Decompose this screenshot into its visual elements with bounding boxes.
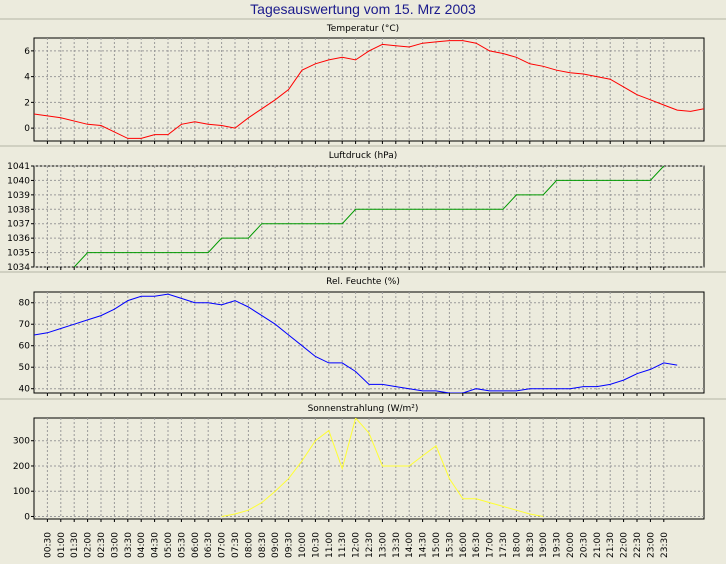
y-tick-label: 200: [13, 462, 30, 472]
x-tick-label: 22:30: [633, 532, 643, 558]
x-axis-labels: 00:30 01:00 01:30 02:00 02:30 03:00 03:30 04:00…: [43, 532, 669, 558]
x-tick-label: 20:00: [566, 532, 576, 558]
y-tick-label: 1038: [7, 205, 30, 215]
y-tick-label: 4: [24, 73, 30, 83]
x-tick-label: 06:00: [191, 532, 201, 558]
y-tick-label: 0: [24, 512, 30, 522]
y-tick-label: 2: [24, 98, 30, 108]
series-line: [34, 40, 704, 139]
x-tick-label: 14:30: [419, 532, 429, 558]
x-tick-label: 01:00: [57, 532, 67, 558]
y-tick-label: 1034: [7, 263, 30, 273]
y-tick-label: 80: [19, 299, 31, 309]
y-tick-label: 1040: [7, 176, 30, 186]
x-tick-label: 04:00: [137, 532, 147, 558]
x-tick-label: 18:30: [526, 532, 536, 558]
chart-panel-2: Luftdruck (hPa) 1034 1035 1036 1037 1038 1039 1…: [0, 145, 726, 273]
x-tick-label: 17:00: [486, 532, 496, 558]
x-tick-label: 08:30: [258, 532, 268, 558]
chart-title: Luftdruck (hPa): [329, 151, 398, 161]
x-tick-label: 11:30: [338, 532, 348, 558]
x-tick-label: 12:00: [352, 532, 362, 558]
x-tick-label: 22:00: [620, 532, 630, 558]
x-tick-label: 09:00: [271, 532, 281, 558]
x-tick-label: 21:30: [606, 532, 616, 558]
x-tick-label: 20:30: [579, 532, 589, 558]
series-line: [34, 293, 678, 393]
x-tick-label: 23:00: [646, 532, 656, 558]
y-tick-label: 100: [13, 487, 30, 497]
x-tick-label: 02:00: [84, 532, 94, 558]
x-tick-label: 06:30: [204, 532, 214, 558]
x-tick-label: 15:00: [432, 532, 442, 558]
chart-panel-3: Rel. Feuchte (%) 40 50 60 70 80: [0, 271, 726, 396]
y-tick-label: 1037: [7, 220, 30, 230]
y-tick-label: 1035: [7, 249, 30, 259]
x-tick-label: 04:30: [151, 532, 161, 558]
x-tick-label: 01:30: [70, 532, 80, 558]
x-tick-label: 17:30: [499, 532, 509, 558]
x-tick-label: 05:00: [164, 532, 174, 558]
x-tick-label: 19:00: [539, 532, 549, 558]
y-tick-label: 0: [24, 124, 30, 134]
x-tick-label: 13:00: [378, 532, 388, 558]
x-tick-label: 11:00: [325, 532, 335, 558]
x-tick-label: 00:30: [43, 532, 53, 558]
x-tick-label: 15:30: [445, 532, 455, 558]
x-tick-label: 12:30: [365, 532, 375, 558]
x-tick-label: 23:30: [660, 532, 670, 558]
x-tick-label: 10:00: [298, 532, 308, 558]
page-title: Tagesauswertung vom 15. Mrz 2003: [250, 1, 476, 17]
chart-panel-4: Sonnenstrahlung (W/m²) 0 100 200 300: [0, 398, 726, 522]
x-tick-label: 02:30: [97, 532, 107, 558]
x-tick-label: 07:00: [218, 532, 228, 558]
x-tick-label: 09:30: [285, 532, 295, 558]
x-tick-label: 14:00: [405, 532, 415, 558]
y-tick-label: 300: [13, 437, 30, 447]
chart-title: Rel. Feuchte (%): [326, 277, 400, 287]
x-tick-label: 19:30: [553, 532, 563, 558]
plot-area: [33, 37, 705, 142]
series-line: [73, 166, 665, 267]
y-tick-label: 50: [19, 363, 31, 373]
chart-title: Sonnenstrahlung (W/m²): [308, 404, 419, 414]
y-tick-label: 40: [19, 385, 31, 395]
x-tick-label: 21:00: [593, 532, 603, 558]
y-tick-label: 1036: [7, 234, 30, 244]
chart-panel-1: Temperatur (°C) 0 2 4 6: [0, 18, 726, 144]
y-tick-label: 70: [19, 320, 31, 330]
series-line: [221, 418, 544, 517]
y-tick-label: 6: [24, 47, 30, 57]
chart-title: Temperatur (°C): [326, 24, 399, 34]
x-tick-label: 03:30: [124, 532, 134, 558]
x-tick-label: 05:30: [177, 532, 187, 558]
x-tick-label: 08:00: [244, 532, 254, 558]
x-tick-label: 16:00: [459, 532, 469, 558]
x-tick-label: 13:30: [392, 532, 402, 558]
y-tick-label: 1041: [7, 162, 30, 172]
x-tick-label: 10:30: [311, 532, 321, 558]
x-tick-label: 07:30: [231, 532, 241, 558]
y-tick-label: 1039: [7, 191, 30, 201]
x-tick-label: 16:30: [472, 532, 482, 558]
x-tick-label: 03:00: [110, 532, 120, 558]
y-tick-label: 60: [19, 342, 31, 352]
x-tick-label: 18:00: [512, 532, 522, 558]
